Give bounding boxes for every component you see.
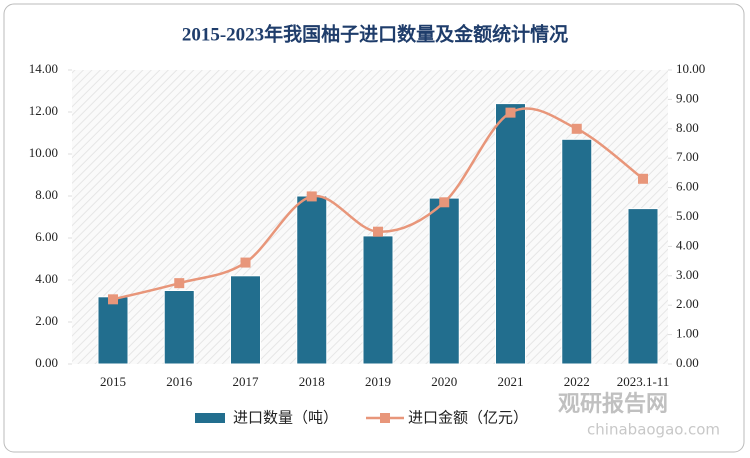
legend-swatch [195,413,225,423]
y-tick-label: 2.00 [35,313,58,328]
x-tick-label: 2017 [233,374,260,389]
x-tick-label: 2015 [100,374,126,389]
y2-tick-label: 7.00 [676,149,699,164]
legend-marker [380,413,390,423]
y2-tick-label: 1.00 [676,326,699,341]
y2-tick-label: 0.00 [676,355,699,370]
y-tick-label: 8.00 [35,187,58,202]
bar [561,138,593,365]
y-tick-label: 10.00 [29,145,58,160]
x-tick-label: 2022 [564,374,590,389]
y-tick-label: 14.00 [29,61,58,76]
marker [174,278,185,289]
watermark-site: chinabaogao.com [587,421,720,439]
bar [362,235,394,365]
y2-tick-label: 5.00 [676,208,699,223]
y-tick-label: 4.00 [35,271,58,286]
marker [439,197,450,208]
y2-tick-label: 10.00 [676,61,705,76]
marker [108,294,118,305]
x-tick-label: 2016 [166,374,193,389]
watermark-brand: 观研报告网 [558,392,668,417]
y2-tick-label: 3.00 [676,267,699,282]
marker [638,173,648,184]
bar [627,208,659,365]
marker [505,107,516,118]
marker [571,123,582,134]
x-tick-label: 2021 [498,374,524,389]
marker [306,191,317,202]
y2-tick-label: 9.00 [676,90,699,105]
bar [163,290,195,365]
marker [373,226,383,237]
bar [495,103,526,365]
y2-tick-label: 8.00 [676,120,699,135]
bar [428,197,460,365]
chart-title: 2015-2023年我国柚子进口数量及金额统计情况 [182,22,568,45]
legend-label: 进口数量（吨） [233,409,338,427]
x-tick-label: 2023.1-11 [617,374,670,389]
y2-tick-label: 2.00 [676,296,699,311]
legend-label: 进口金额（亿元） [408,409,528,427]
bar [230,275,261,365]
marker [240,257,251,268]
bar [296,195,328,365]
y-tick-label: 0.00 [35,355,58,370]
y-tick-label: 12.00 [29,103,58,118]
y-tick-label: 6.00 [35,229,58,244]
y2-tick-label: 6.00 [676,179,699,194]
y2-tick-label: 4.00 [676,237,699,252]
x-tick-label: 2019 [365,374,391,389]
bar [97,296,129,365]
x-tick-label: 2018 [299,374,325,389]
x-tick-label: 2020 [431,374,457,389]
